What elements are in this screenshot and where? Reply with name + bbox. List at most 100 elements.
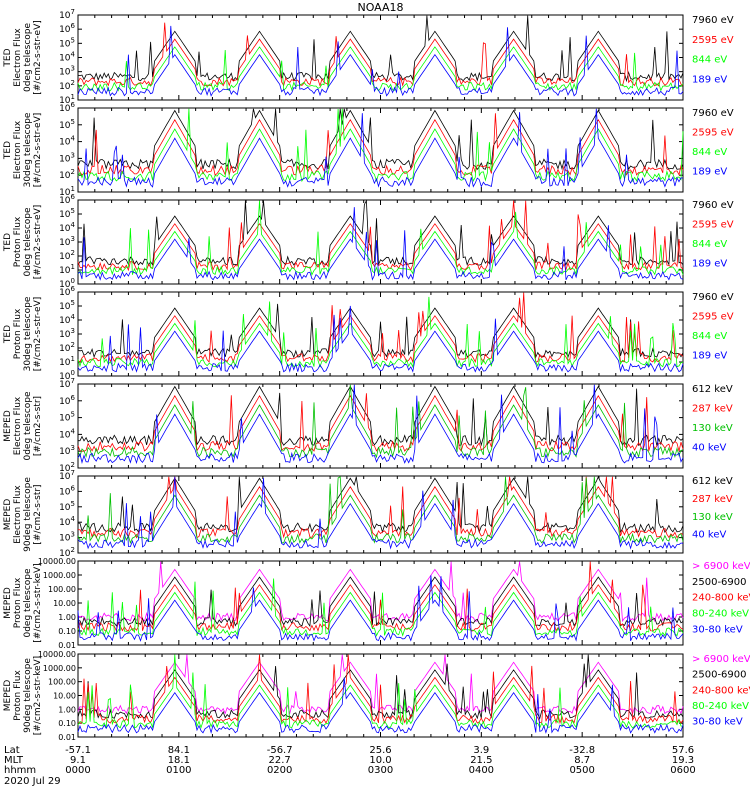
series-trace [77,296,684,369]
y-axis-label: Electron Flux [13,28,23,87]
y-tick-label: 106 [59,394,75,407]
y-tick-label: 100.00 [48,585,76,594]
y-axis-label: [#/cm2-s-str] [33,484,43,544]
series-trace [77,578,684,638]
y-tick-label: 102 [59,461,75,474]
legend-entry: 30-80 keV [692,624,743,635]
y-tick-label: 106 [59,484,75,497]
y-axis-label: TED [3,141,13,160]
y-axis-label: TED [3,325,13,344]
panel-frame [77,199,684,285]
x-tick-label-mlt: 22.7 [269,755,291,766]
series-trace [77,200,684,277]
y-tick-label: 103 [59,151,75,164]
y-axis-label: Electron Flux [13,396,23,455]
y-tick-label: 103 [59,327,75,340]
y-axis-label: 90deg telescope [23,658,33,733]
legend-entry: 40 keV [692,530,726,541]
x-tick-label-hhmm: 0600 [670,765,695,776]
x-tick-label-mlt: 21.5 [470,755,492,766]
y-axis-label: 0deg telescope [23,391,33,461]
y-axis-label: TED [3,48,13,67]
legend-entry: 2500-6900 [692,670,747,681]
y-tick-label: 104 [59,51,75,64]
series-trace [77,384,684,459]
legend-entry: 40 keV [692,443,726,454]
x-tick-label-hhmm: 0000 [65,765,90,776]
y-axis-label: TED [3,233,13,252]
y-tick-label: 1.00 [58,613,76,622]
y-axis-label: 90deg telescope [23,477,33,552]
legend-entry: 189 eV [692,74,727,85]
legend-entry: 80-240 keV [692,701,749,712]
x-tick-label-lat: 25.6 [369,745,391,756]
legend-entry: 189 eV [692,259,727,270]
y-tick-label: 105 [59,411,75,424]
y-tick-label: 106 [59,193,75,206]
y-axis-label: [#/cm2-s-str-eV] [33,113,43,188]
y-axis-label: 0deg telescope [23,568,33,638]
legend-entry: 130 keV [692,512,733,523]
y-axis-label: [#/cm2-s-str-eV] [33,20,43,95]
legend-entry: 240-800 keV [692,685,750,696]
legend-entry: 2595 eV [692,312,734,323]
panel-2: 101 102 103 104 105 106 TED Electron Flux 30deg … [3,101,734,198]
y-tick-label: 100 [59,369,75,382]
series-trace [77,561,684,633]
x-tick-label-lat: -57.1 [65,745,91,756]
legend-entry: 130 keV [692,423,733,434]
y-axis-label: Electron Flux [13,120,23,179]
y-tick-label: 107 [59,8,75,21]
series-trace [77,677,684,735]
y-axis-label: Proton Flux [13,670,23,721]
panel-frame [77,653,684,738]
series-trace [77,25,684,97]
legend-entry: 612 keV [692,384,733,395]
series-trace [77,561,684,623]
series-trace [77,199,684,267]
y-axis-label: 30deg telescope [23,296,33,371]
y-tick-label: 0.10 [58,719,76,728]
y-tick-label: 105 [59,36,75,49]
y-axis-label: [#/cm2-s-str-eV] [33,205,43,280]
footer-date: 2020 Jul 29 [4,776,61,787]
legend-entry: 844 eV [692,55,727,66]
y-tick-label: 1000.00 [43,664,76,673]
footer-label-lat: Lat [4,745,20,756]
y-tick-label: 10000.00 [38,557,76,566]
y-axis-label: Electron Flux [13,485,23,544]
legend-entry: 2500-6900 [692,577,747,588]
series-trace [77,654,684,725]
x-tick-label-lat: 3.9 [473,745,489,756]
x-tick-label-lat: -32.8 [569,745,595,756]
legend-entry: 2595 eV [692,35,734,46]
y-axis-label: Proton Flux [13,577,23,628]
legend-entry: 287 keV [692,404,733,415]
y-tick-label: 101 [59,355,75,368]
series-trace [77,654,684,720]
legend-entry: 189 eV [692,351,727,362]
x-tick-label-hhmm: 0200 [267,765,292,776]
legend-entry: 7960 eV [692,292,734,303]
legend-entry: 287 keV [692,494,733,505]
y-tick-label: 100.00 [48,678,76,687]
y-tick-label: 103 [59,65,75,78]
legend-entry: 80-240 keV [692,609,749,620]
y-tick-label: 101 [59,185,75,198]
legend-entry: 240-800 keV [692,593,750,604]
series-trace [77,108,684,183]
series-trace [77,476,684,550]
x-tick-label-hhmm: 0400 [469,765,494,776]
panel-frame [77,291,684,377]
y-axis-label: 30deg telescope [23,112,33,187]
y-axis-label: MEPED [3,587,13,619]
series-trace [77,654,684,715]
x-tick-label-mlt: 18.1 [168,755,190,766]
y-axis-label: MEPED [3,499,13,531]
y-tick-label: 10.00 [53,599,76,608]
y-axis-label: [#/cm2-s-str-eV] [33,297,43,372]
